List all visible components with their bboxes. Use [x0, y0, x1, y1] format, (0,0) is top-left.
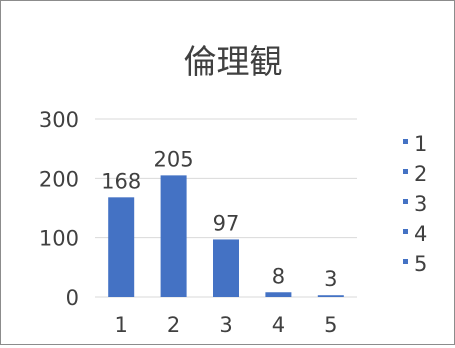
legend-item: 2	[403, 162, 427, 186]
bar	[108, 197, 135, 297]
legend: 1 2 3 4 5	[403, 132, 427, 276]
data-label: 168	[101, 169, 141, 193]
x-tick-label: 1	[115, 313, 128, 337]
legend-swatch	[403, 259, 408, 264]
x-tick-label: 3	[219, 313, 232, 337]
bars	[108, 175, 344, 297]
y-tick-label: 0	[66, 286, 79, 310]
x-axis-ticks: 1 2 3 4 5	[115, 313, 338, 337]
y-tick-label: 100	[39, 227, 79, 251]
legend-swatch	[403, 169, 408, 174]
y-tick-label: 200	[39, 167, 79, 191]
legend-item: 3	[403, 192, 427, 216]
legend-label: 2	[414, 162, 427, 186]
bar	[213, 239, 239, 297]
data-labels: 168 205 97 8 3	[101, 147, 337, 291]
x-tick-label: 5	[324, 313, 337, 337]
bar	[160, 175, 187, 297]
data-label: 8	[272, 264, 285, 288]
legend-item: 5	[403, 252, 427, 276]
x-tick-label: 4	[272, 313, 285, 337]
legend-item: 4	[403, 222, 427, 246]
legend-label: 4	[414, 222, 427, 246]
y-tick-label: 300	[39, 108, 79, 132]
legend-label: 5	[414, 252, 427, 276]
legend-swatch	[403, 229, 408, 234]
bar	[265, 292, 292, 297]
data-label: 3	[324, 267, 337, 291]
data-label: 205	[154, 147, 194, 171]
y-axis-ticks: 0 100 200 300	[39, 108, 79, 310]
legend-label: 1	[414, 132, 427, 156]
chart-title: 倫理観	[184, 42, 283, 81]
legend-swatch	[403, 199, 408, 204]
bar	[317, 295, 344, 297]
legend-item: 1	[403, 132, 427, 156]
x-tick-label: 2	[167, 313, 180, 337]
legend-label: 3	[414, 192, 427, 216]
legend-swatch	[403, 139, 408, 144]
data-label: 97	[213, 211, 240, 235]
